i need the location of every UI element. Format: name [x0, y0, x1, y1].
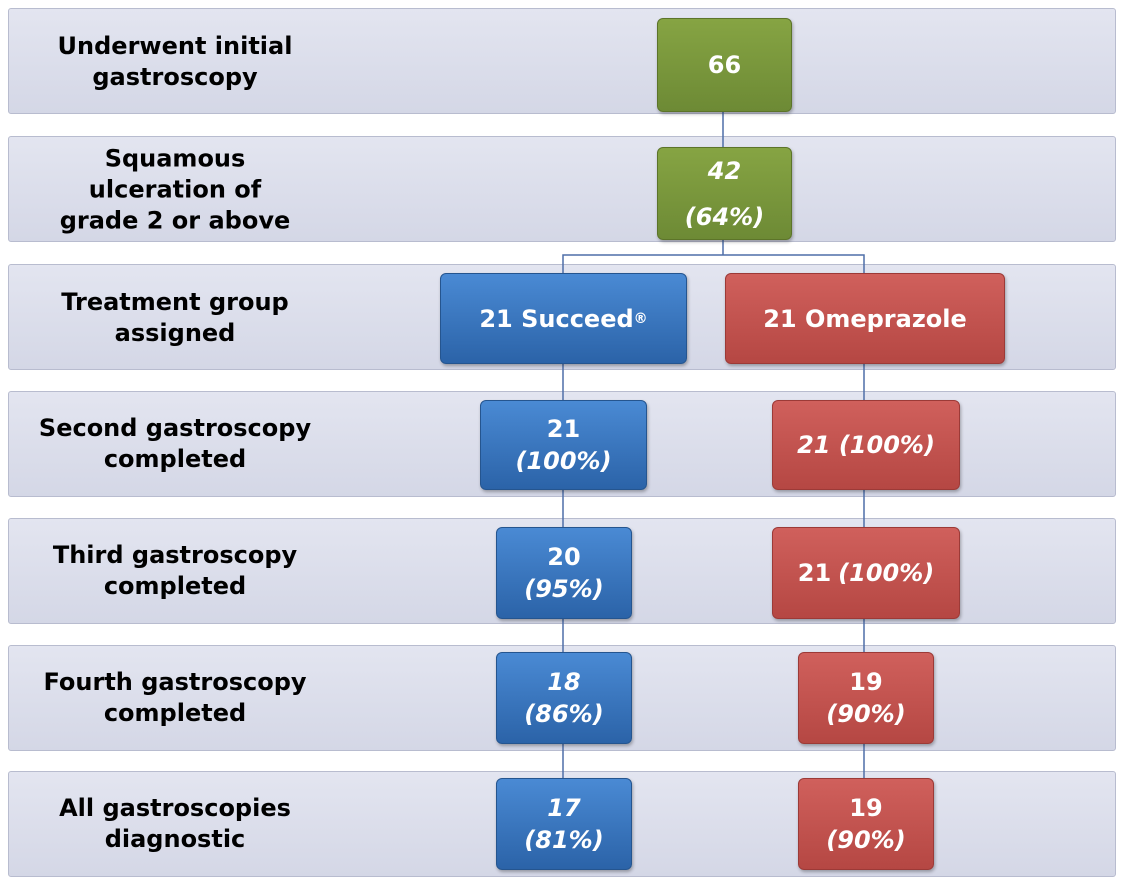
box-text: (90%) [826, 700, 906, 728]
box: 20 (95%) [496, 527, 632, 619]
box-text: 21 [797, 559, 832, 587]
row-label: All gastroscopies diagnostic [59, 794, 291, 853]
box: 66 [657, 18, 792, 112]
box-text: 19 [849, 668, 883, 696]
box-text: 21 Omeprazole [763, 304, 967, 333]
row-label: Second gastroscopy completed [38, 414, 312, 473]
box-text: (64%) [684, 202, 765, 231]
box-text: (81%) [524, 826, 604, 854]
box-text: (86%) [524, 700, 604, 728]
row-label: Squamous ulceration of grade 2 or above [59, 144, 291, 235]
row-label: Treatment group assigned [61, 288, 289, 347]
box-text: ® [633, 310, 648, 327]
row-band [8, 136, 1116, 242]
box-text: (100%) [838, 559, 935, 587]
box-text: 66 [707, 51, 742, 79]
box: 18 (86%) [496, 652, 632, 744]
box: 42 (64%) [657, 147, 792, 240]
box: 17 (81%) [496, 778, 632, 870]
box-text: 21 Succeed [479, 304, 634, 333]
box-text: 20 [547, 543, 581, 571]
box: 21 (100%) [480, 400, 647, 490]
box-text: (100%) [515, 447, 612, 475]
box: 21 Omeprazole [725, 273, 1005, 364]
box-text: 21 [546, 415, 581, 443]
box-text: 18 [547, 668, 581, 696]
row-band [8, 8, 1116, 114]
row-label: Fourth gastroscopy completed [43, 668, 307, 727]
box-text: (95%) [524, 575, 604, 603]
box-text: 21 (100%) [797, 431, 935, 459]
row-label: Third gastroscopy completed [52, 541, 298, 600]
row-label: Underwent initial gastroscopy [57, 32, 293, 91]
box-text: 42 [707, 156, 742, 185]
box: 19 (90%) [798, 778, 934, 870]
box: 19 (90%) [798, 652, 934, 744]
box-text: 17 [547, 794, 581, 822]
box: 21 Succeed ® [440, 273, 687, 364]
box: 21 (100%) [772, 400, 960, 490]
box: 21 (100%) [772, 527, 960, 619]
box-text: 19 [849, 794, 883, 822]
box-text: (90%) [826, 826, 906, 854]
